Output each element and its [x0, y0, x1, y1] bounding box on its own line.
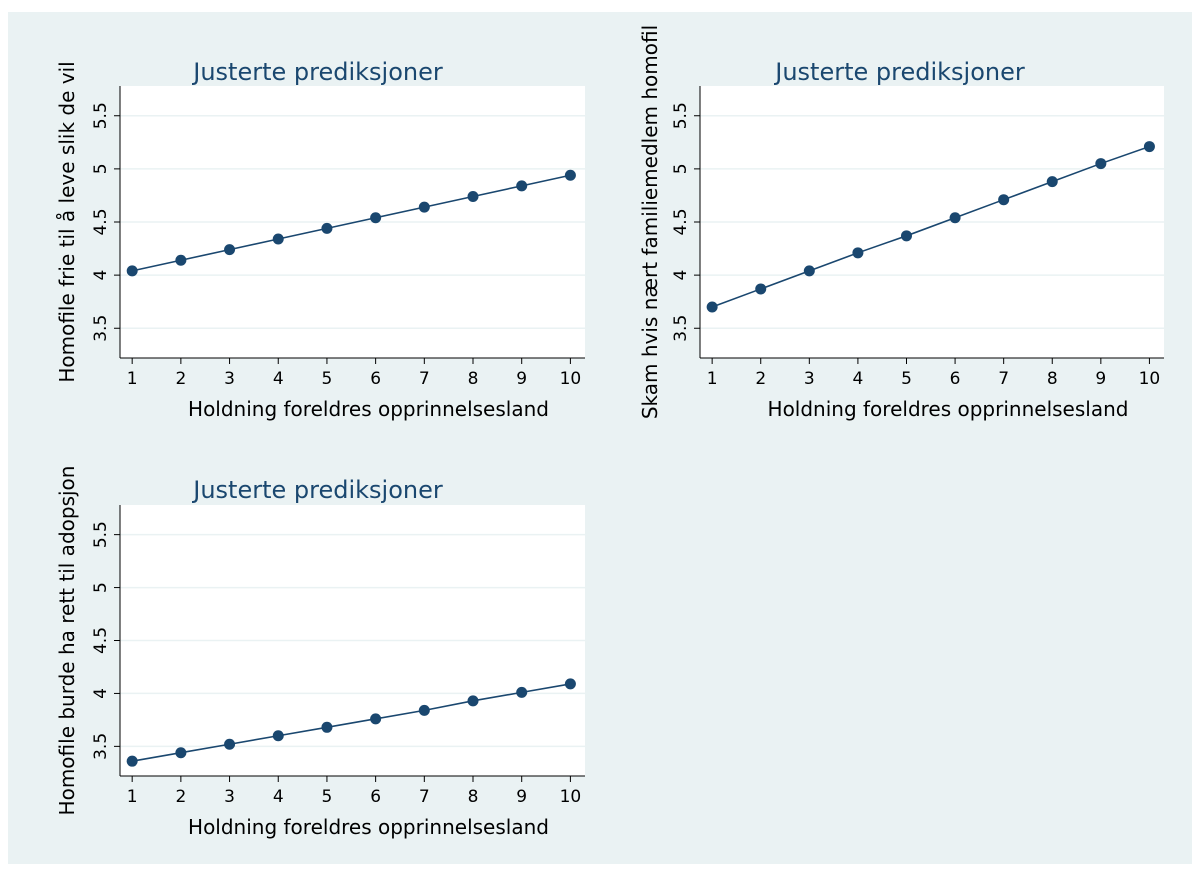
y-tick-label: 3.5	[91, 315, 111, 342]
x-tick-label: 8	[468, 369, 479, 389]
x-tick-label: 1	[707, 369, 718, 389]
data-point	[1143, 141, 1155, 153]
data-point	[418, 201, 430, 213]
data-point	[224, 244, 236, 256]
x-tick-label: 3	[224, 369, 235, 389]
data-point	[126, 265, 138, 277]
x-tick-label: 6	[370, 369, 381, 389]
data-point	[467, 695, 479, 707]
x-tick-label: 10	[1139, 369, 1161, 389]
data-point	[370, 212, 382, 224]
x-tick-label: 2	[175, 787, 186, 807]
x-tick-label: 1	[127, 369, 138, 389]
chart-title: Justerte prediksjoner	[191, 58, 443, 86]
x-tick-label: 3	[224, 787, 235, 807]
chart-panels: 3.5 4 4.5 5 5.5 1 2 3 4 5 6 7 8 9 10 Justerte prediksjo…	[55, 25, 1164, 839]
y-tick-label: 4.5	[91, 627, 111, 654]
y-tick-label: 5.5	[91, 102, 111, 129]
x-axis-label: Holdning foreldres opprinnelsesland	[188, 815, 549, 839]
x-tick-label: 5	[901, 369, 912, 389]
data-point	[321, 721, 333, 733]
data-point	[949, 212, 961, 224]
y-tick-label: 4	[671, 270, 691, 281]
x-tick-label: 4	[273, 369, 284, 389]
x-tick-label: 5	[322, 369, 333, 389]
y-tick-label: 4.5	[671, 208, 691, 235]
y-tick-label: 5	[91, 582, 111, 593]
data-point	[852, 247, 864, 259]
chart-title: Justerte prediksjoner	[773, 58, 1025, 86]
data-point	[900, 230, 912, 242]
chart-panel-3: 3.5 4 4.5 5 5.5 1 2 3 4 5 6 7 8 9 10 Justerte prediksjo…	[55, 466, 585, 839]
data-point	[755, 283, 767, 295]
y-tick-label: 4.5	[91, 208, 111, 235]
x-tick-label: 3	[804, 369, 815, 389]
x-axis-label: Holdning foreldres opprinnelsesland	[188, 397, 549, 421]
x-tick-label: 9	[1095, 369, 1106, 389]
y-tick-label: 5	[91, 163, 111, 174]
x-tick-label: 5	[322, 787, 333, 807]
x-tick-label: 9	[516, 787, 527, 807]
data-point	[272, 730, 284, 742]
chart-title: Justerte prediksjoner	[191, 476, 443, 504]
y-axis-label: Homofile burde ha rett til adopsjon	[55, 466, 79, 816]
x-tick-label: 6	[950, 369, 961, 389]
x-tick-label: 10	[560, 369, 582, 389]
chart-panel-2: 3.5 4 4.5 5 5.5 1 2 3 4 5 6 7 8 9 10 Justerte prediksjo…	[638, 25, 1164, 421]
data-point	[998, 194, 1010, 206]
y-tick-label: 4	[91, 270, 111, 281]
x-tick-label: 4	[273, 787, 284, 807]
data-point	[1046, 176, 1058, 188]
data-point	[564, 678, 576, 690]
y-tick-label: 5.5	[671, 102, 691, 129]
y-axis-label: Homofile frie til å leve slik de vil	[55, 61, 79, 382]
y-tick-label: 3.5	[91, 733, 111, 760]
x-tick-label: 7	[419, 787, 430, 807]
x-tick-label: 8	[1047, 369, 1058, 389]
x-tick-label: 2	[755, 369, 766, 389]
y-tick-label: 5.5	[91, 521, 111, 548]
data-point	[418, 704, 430, 716]
data-point	[1095, 158, 1107, 170]
x-tick-label: 4	[852, 369, 863, 389]
y-tick-label: 5	[671, 163, 691, 174]
data-point	[516, 686, 528, 698]
data-point	[224, 738, 236, 750]
x-tick-label: 10	[560, 787, 582, 807]
series-line	[711, 145, 1150, 308]
y-tick-label: 3.5	[671, 315, 691, 342]
x-tick-label: 9	[516, 369, 527, 389]
x-tick-label: 1	[127, 787, 138, 807]
chart-panel-1: 3.5 4 4.5 5 5.5 1 2 3 4 5 6 7 8 9 10 Justerte prediksjo…	[55, 58, 585, 421]
x-tick-label: 2	[175, 369, 186, 389]
data-point	[126, 755, 138, 767]
series-line	[132, 174, 571, 272]
y-axis-label: Skam hvis nært familiemedlem homofil	[638, 25, 662, 419]
x-tick-label: 8	[468, 787, 479, 807]
x-tick-label: 7	[998, 369, 1009, 389]
data-point	[175, 747, 187, 759]
data-point	[564, 169, 576, 181]
data-point	[516, 180, 528, 192]
data-point	[467, 191, 479, 202]
data-point	[803, 265, 815, 277]
data-point	[370, 713, 382, 725]
data-point	[175, 254, 187, 266]
data-point	[706, 301, 718, 313]
y-tick-label: 4	[91, 688, 111, 699]
x-axis-label: Holdning foreldres opprinnelsesland	[768, 397, 1129, 421]
data-point	[321, 222, 333, 234]
x-tick-label: 7	[419, 369, 430, 389]
data-point	[272, 233, 284, 245]
series-line	[132, 683, 571, 762]
x-tick-label: 6	[370, 787, 381, 807]
